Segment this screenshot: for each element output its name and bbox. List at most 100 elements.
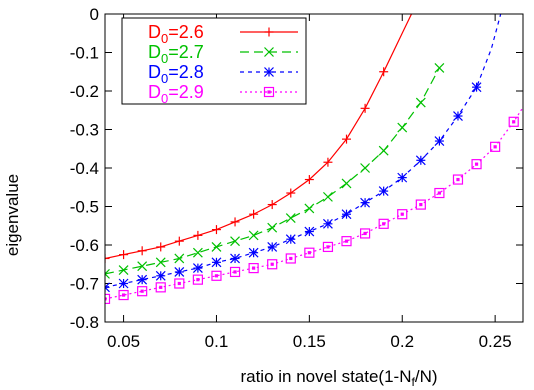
data-point-marker: [490, 141, 501, 152]
data-point-marker: [304, 203, 315, 214]
data-point-marker: [453, 111, 463, 121]
data-point-marker: [434, 187, 445, 199]
data-point-marker: [267, 200, 277, 210]
data-point-marker: [118, 265, 129, 275]
data-point-marker: [155, 270, 166, 281]
x-tick-label: 0.05: [107, 332, 140, 351]
data-point-marker: [323, 218, 333, 229]
data-point-marker: [359, 228, 371, 239]
data-point-marker: [267, 259, 278, 270]
y-tick-label: -0.6: [70, 236, 99, 255]
legend: D0=2.6D0=2.7D0=2.8D0=2.9: [121, 17, 307, 106]
legend-entry-label: D0=2.9: [148, 82, 204, 106]
x-tick-label: 0.15: [293, 332, 326, 351]
data-point-marker: [230, 217, 240, 227]
data-point-marker: [248, 263, 259, 274]
series-line-1: [105, 14, 413, 260]
data-point-marker: [285, 213, 296, 223]
data-point-marker: [304, 175, 314, 185]
data-point-marker: [137, 274, 148, 285]
data-point-marker: [285, 253, 296, 264]
data-point-marker: [174, 267, 185, 277]
x-tick-label: 0.25: [479, 332, 512, 351]
data-point-marker: [342, 134, 352, 144]
data-point-marker: [508, 116, 519, 127]
data-point-marker: [378, 145, 389, 156]
data-point-marker: [119, 250, 129, 260]
plot-frame: [104, 13, 524, 323]
data-point-marker: [378, 218, 389, 229]
data-point-marker: [118, 278, 129, 289]
data-point-marker: [211, 270, 222, 281]
x-tick-label: 0.1: [205, 332, 229, 351]
data-point-marker: [415, 155, 426, 166]
data-point-marker: [156, 242, 166, 252]
data-point-marker: [155, 282, 166, 293]
data-point-marker: [341, 236, 352, 247]
data-point-marker: [471, 159, 482, 170]
data-point-marker: [379, 67, 389, 77]
data-point-marker: [264, 27, 274, 37]
tick-layer: 0 -0.1 -0.2 -0.3 -0.4 -0.5 -0.6 -0.7 -0.8 0.05 0.1…: [70, 5, 523, 351]
data-point-marker: [360, 103, 370, 113]
data-point-marker: [415, 97, 426, 108]
data-point-marker: [137, 261, 148, 272]
data-point-marker: [230, 236, 240, 247]
x-axis-label-main: ratio in novel state(1-N: [240, 367, 411, 386]
data-point-marker: [322, 241, 334, 253]
data-point-marker: [360, 197, 371, 208]
y-tick-label: -0.3: [70, 121, 99, 140]
x-axis-label: ratio in novel state(1-Nf/N): [240, 367, 437, 389]
data-point-marker: [263, 86, 275, 98]
data-point-marker: [105, 268, 110, 279]
data-point-marker: [378, 186, 389, 197]
y-tick-label: -0.7: [70, 275, 99, 294]
data-point-marker: [286, 188, 296, 198]
data-point-marker: [452, 174, 464, 185]
data-point-marker: [341, 209, 352, 220]
data-point-marker: [192, 274, 203, 285]
data-point-marker: [193, 230, 203, 240]
data-point-marker: [434, 62, 445, 73]
data-point-marker: [323, 191, 333, 202]
data-point-marker: [264, 47, 274, 57]
data-point-marker: [230, 253, 240, 264]
data-point-marker: [211, 242, 222, 252]
data-point-marker: [304, 247, 315, 258]
data-point-marker: [248, 247, 259, 258]
data-point-marker: [137, 246, 147, 256]
data-point-marker: [229, 266, 241, 278]
data-point-marker: [304, 226, 315, 237]
y-tick-label: -0.4: [70, 159, 99, 178]
data-point-marker: [397, 209, 408, 220]
data-point-marker: [105, 253, 110, 263]
data-point-marker: [174, 278, 185, 289]
data-point-marker: [360, 163, 371, 173]
data-point-marker: [341, 178, 352, 189]
data-point-marker: [415, 199, 426, 210]
data-point-marker: [211, 225, 221, 235]
data-point-marker: [434, 136, 445, 146]
data-point-marker: [105, 282, 110, 293]
y-tick-label: -0.1: [70, 44, 99, 63]
data-point-marker: [528, 88, 534, 97]
y-tick-label: -0.8: [70, 313, 99, 332]
y-tick-label: 0: [90, 5, 99, 24]
data-point-marker: [192, 247, 203, 258]
data-point-marker: [192, 263, 203, 274]
legend-entry-label: D0=2.7: [148, 42, 204, 66]
data-point-marker: [267, 222, 278, 233]
data-point-marker: [174, 253, 185, 264]
data-point-marker: [267, 242, 278, 252]
x-axis-label-end: /N): [415, 367, 438, 386]
legend-entry-label: D0=2.8: [148, 62, 204, 86]
data-point-marker: [285, 234, 296, 245]
data-point-marker: [264, 67, 274, 77]
data-point-marker: [248, 230, 259, 241]
y-tick-label: -0.2: [70, 82, 99, 101]
data-point-marker: [174, 236, 184, 246]
data-point-marker: [249, 209, 259, 219]
x-axis-label-subscript: f: [412, 375, 416, 389]
legend-entry-label: D0=2.6: [148, 22, 204, 46]
